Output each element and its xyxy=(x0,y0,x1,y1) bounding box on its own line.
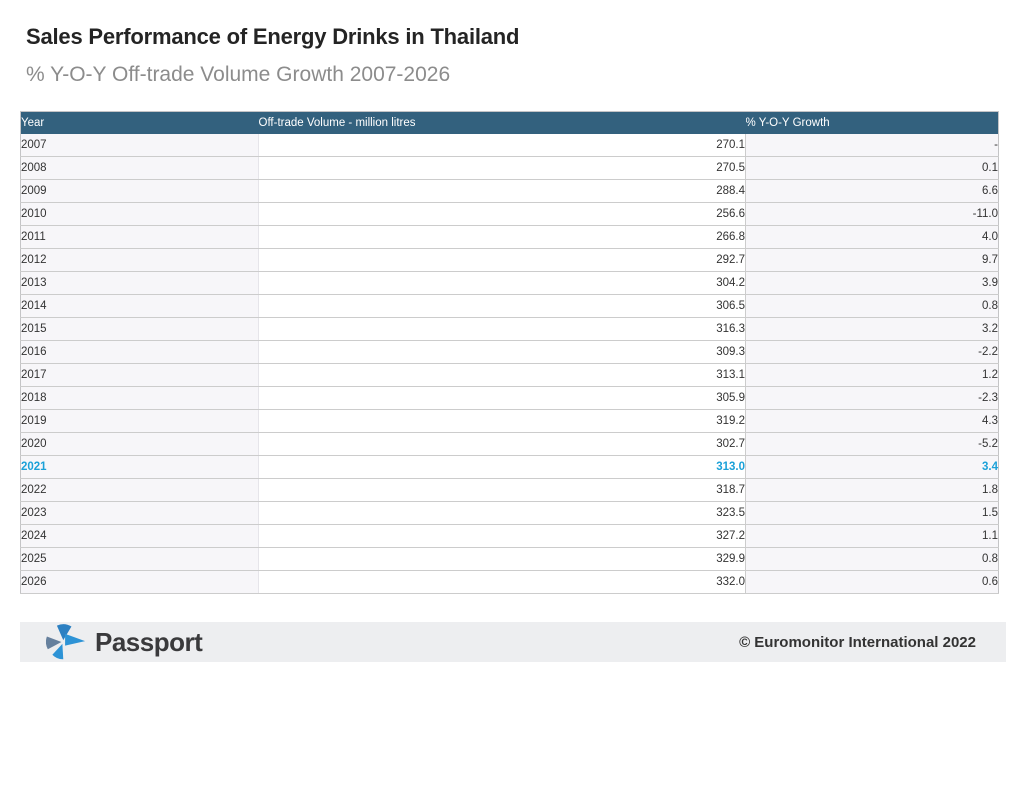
growth-cell: 6.6 xyxy=(745,179,999,203)
copyright-text: © Euromonitor International 2022 xyxy=(739,633,976,651)
growth-cell: - xyxy=(745,134,999,157)
growth-cell: 4.3 xyxy=(745,409,999,433)
year-cell: 2010 xyxy=(20,202,259,226)
year-cell: 2018 xyxy=(20,386,259,410)
growth-cell: 9.7 xyxy=(745,248,999,272)
table-body: 2007 270.1-2008 270.5 0.1 2009 288.4 6.6 2010 25… xyxy=(20,134,999,594)
footer-bar: Passport © Euromonitor International 202… xyxy=(20,622,1006,662)
passport-brand: Passport xyxy=(46,622,203,662)
table-row: 2008 270.5 0.1 xyxy=(20,156,999,180)
table-row: 2019 319.2 4.3 xyxy=(20,409,999,433)
table-row: 2012 292.7 9.7 xyxy=(20,248,999,272)
passport-pinwheel-icon xyxy=(46,624,86,660)
table-row: 2025 329.9 0.8 xyxy=(20,547,999,571)
volume-cell: 329.9 xyxy=(258,547,746,571)
year-cell: 2013 xyxy=(20,271,259,295)
volume-cell: 332.0 xyxy=(258,570,746,594)
year-cell: 2021 xyxy=(20,455,259,479)
growth-cell: -2.2 xyxy=(745,340,999,364)
year-cell: 2025 xyxy=(20,547,259,571)
growth-cell: 1.2 xyxy=(745,363,999,387)
year-cell: 2022 xyxy=(20,478,259,502)
page-title: Sales Performance of Energy Drinks in Th… xyxy=(26,24,520,49)
table-row: 2015 316.3 3.2 xyxy=(20,317,999,341)
year-cell: 2024 xyxy=(20,524,259,548)
stats-table-container: Year Off-trade Volume - million litres %… xyxy=(20,111,999,594)
growth-cell: 1.5 xyxy=(745,501,999,525)
volume-cell: 270.5 xyxy=(258,156,746,180)
growth-cell: -11.0 xyxy=(745,202,999,226)
column-header-year: Year xyxy=(20,111,259,134)
table-row: 2014 306.5 0.8 xyxy=(20,294,999,318)
table-row: 2011 266.8 4.0 xyxy=(20,225,999,249)
table-row: 2023 323.5 1.5 xyxy=(20,501,999,525)
table-row: 2024 327.2 1.1 xyxy=(20,524,999,548)
growth-cell: 1.8 xyxy=(745,478,999,502)
year-cell: 2011 xyxy=(20,225,259,249)
volume-cell: 319.2 xyxy=(258,409,746,433)
year-cell: 2016 xyxy=(20,340,259,364)
volume-cell: 306.5 xyxy=(258,294,746,318)
volume-cell: 313.1 xyxy=(258,363,746,387)
table-row: 2021 313.0 3.4 xyxy=(20,455,999,479)
volume-cell: 288.4 xyxy=(258,179,746,203)
volume-cell: 305.9 xyxy=(258,386,746,410)
volume-cell: 270.1 xyxy=(258,134,746,157)
growth-cell: 0.8 xyxy=(745,294,999,318)
volume-cell: 316.3 xyxy=(258,317,746,341)
brand-name: Passport xyxy=(95,627,203,657)
table-header-row: Year Off-trade Volume - million litres %… xyxy=(20,111,999,134)
volume-cell: 256.6 xyxy=(258,202,746,226)
volume-cell: 323.5 xyxy=(258,501,746,525)
growth-cell: -2.3 xyxy=(745,386,999,410)
table-row: 2018 305.9 -2.3 xyxy=(20,386,999,410)
table-row: 2022 318.7 1.8 xyxy=(20,478,999,502)
growth-cell: 4.0 xyxy=(745,225,999,249)
stats-table: Year Off-trade Volume - million litres %… xyxy=(20,111,999,594)
year-cell: 2008 xyxy=(20,156,259,180)
year-cell: 2026 xyxy=(20,570,259,594)
year-cell: 2009 xyxy=(20,179,259,203)
growth-cell: 0.1 xyxy=(745,156,999,180)
growth-cell: 3.4 xyxy=(745,455,999,479)
page-subtitle: % Y-O-Y Off-trade Volume Growth 2007-202… xyxy=(26,63,451,86)
growth-cell: 0.6 xyxy=(745,570,999,594)
year-cell: 2007 xyxy=(20,134,259,157)
table-row: 2007 270.1- xyxy=(20,134,999,157)
year-cell: 2023 xyxy=(20,501,259,525)
table-row: 2013 304.2 3.9 xyxy=(20,271,999,295)
column-header-growth: % Y-O-Y Growth xyxy=(745,111,999,134)
table-row: 2026 332.0 0.6 xyxy=(20,570,999,594)
volume-cell: 327.2 xyxy=(258,524,746,548)
volume-cell: 266.8 xyxy=(258,225,746,249)
table-row: 2016 309.3 -2.2 xyxy=(20,340,999,364)
volume-cell: 302.7 xyxy=(258,432,746,456)
year-cell: 2020 xyxy=(20,432,259,456)
year-cell: 2012 xyxy=(20,248,259,272)
year-cell: 2019 xyxy=(20,409,259,433)
year-cell: 2014 xyxy=(20,294,259,318)
growth-cell: -5.2 xyxy=(745,432,999,456)
growth-cell: 3.2 xyxy=(745,317,999,341)
volume-cell: 309.3 xyxy=(258,340,746,364)
report-header: Sales Performance of Energy Drinks in Th… xyxy=(26,24,1024,88)
volume-cell: 318.7 xyxy=(258,478,746,502)
year-cell: 2015 xyxy=(20,317,259,341)
column-header-volume: Off-trade Volume - million litres xyxy=(258,111,746,134)
growth-cell: 3.9 xyxy=(745,271,999,295)
table-row: 2020 302.7 -5.2 xyxy=(20,432,999,456)
table-row: 2010 256.6 -11.0 xyxy=(20,202,999,226)
growth-cell: 1.1 xyxy=(745,524,999,548)
year-cell: 2017 xyxy=(20,363,259,387)
table-row: 2009 288.4 6.6 xyxy=(20,179,999,203)
growth-cell: 0.8 xyxy=(745,547,999,571)
table-row: 2017 313.1 1.2 xyxy=(20,363,999,387)
volume-cell: 313.0 xyxy=(258,455,746,479)
volume-cell: 304.2 xyxy=(258,271,746,295)
volume-cell: 292.7 xyxy=(258,248,746,272)
